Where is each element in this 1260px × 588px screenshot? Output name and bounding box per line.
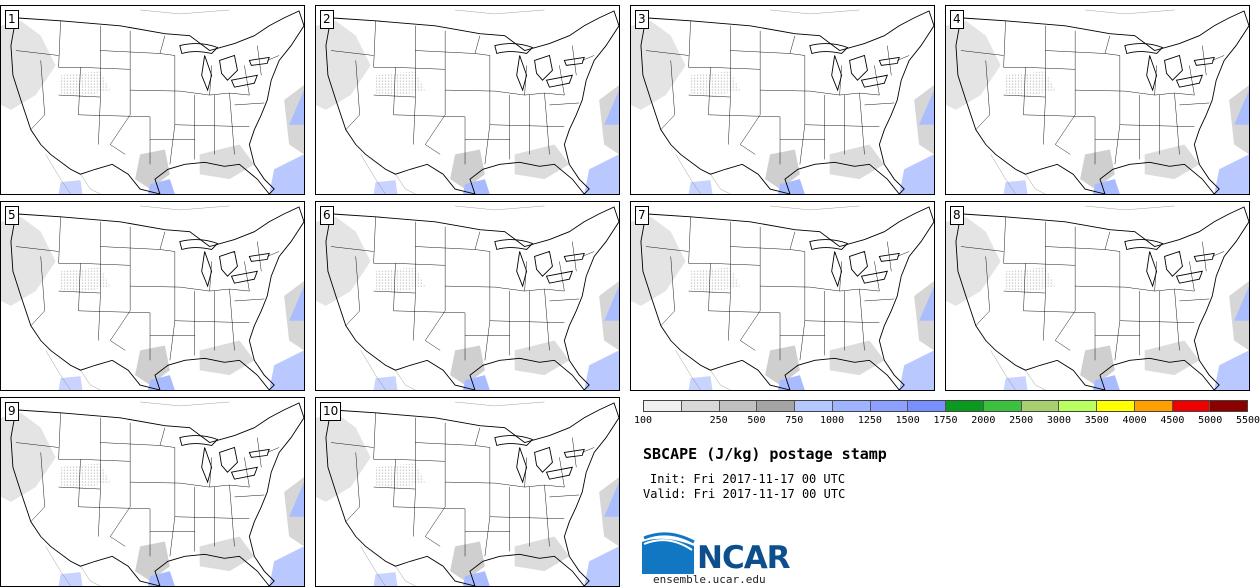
member-label: 3	[635, 10, 649, 29]
us-map	[316, 205, 619, 390]
valid-time: Valid: Fri 2017-11-17 00 UTC	[643, 487, 846, 501]
colorbar-tick-label: 4500	[1160, 415, 1185, 426]
colorbar-swatch	[1059, 401, 1097, 411]
ncar-logo-text: NCAR	[697, 540, 791, 576]
colorbar-tick-label: 1750	[933, 415, 958, 426]
colorbar-tick-label: 3000	[1046, 415, 1071, 426]
colorbar-tick-label: 5500	[1235, 415, 1260, 426]
colorbar-swatch	[832, 401, 871, 411]
us-map	[1, 9, 304, 194]
colorbar-tick-label: 3500	[1084, 415, 1109, 426]
colorbar-tick-label: 250	[709, 415, 728, 426]
member-label: 2	[320, 10, 334, 29]
member-panel: 5	[0, 201, 305, 391]
us-map	[946, 205, 1249, 390]
member-label: 6	[320, 206, 334, 225]
member-panel: 9	[0, 397, 305, 587]
member-panel: 4	[945, 5, 1250, 195]
colorbar-tick-label: 500	[747, 415, 766, 426]
colorbar-tick-label: 5000	[1198, 415, 1223, 426]
member-panel: 7	[630, 201, 935, 391]
us-map	[1, 205, 304, 390]
member-label: 8	[950, 206, 964, 225]
colorbar-swatch	[644, 401, 682, 411]
colorbar-tick-label: 2500	[1009, 415, 1034, 426]
member-panel: 6	[315, 201, 620, 391]
us-map	[1, 401, 304, 586]
colorbar-tick-label: 4000	[1122, 415, 1147, 426]
colorbar-tick-label: 100	[633, 415, 653, 426]
colorbar-swatch	[908, 401, 946, 411]
member-label: 9	[5, 402, 19, 421]
us-map	[631, 9, 934, 194]
colorbar-swatch	[1134, 401, 1173, 411]
colorbar-swatch	[681, 401, 720, 411]
us-map	[631, 205, 934, 390]
colorbar-swatch	[983, 401, 1022, 411]
member-panel: 1	[0, 5, 305, 195]
colorbar-swatch	[719, 401, 758, 411]
us-map	[316, 401, 619, 586]
colorbar-swatch	[946, 401, 984, 411]
init-time: Init: Fri 2017-11-17 00 UTC	[650, 472, 846, 486]
colorbar-swatch	[870, 401, 909, 411]
us-map	[946, 9, 1249, 194]
colorbar	[643, 400, 1248, 412]
us-map	[316, 9, 619, 194]
ncar-logo-icon	[642, 532, 695, 574]
colorbar-tick-label: 750	[785, 415, 804, 426]
member-panel: 10	[315, 397, 620, 587]
member-label: 4	[950, 10, 964, 29]
colorbar-tick-label: 1500	[895, 415, 920, 426]
colorbar-swatch	[795, 401, 833, 411]
member-label: 5	[5, 206, 19, 225]
product-title: SBCAPE (J/kg) postage stamp	[643, 445, 887, 463]
member-label: 1	[5, 10, 19, 29]
colorbar-ticks: 100 250 500 750 1000 1250 1500 1750 2000 2500 3000…	[633, 415, 1260, 429]
time-info: Init: Fri 2017-11-17 00 UTC Valid: Fri 20…	[643, 472, 845, 502]
ensemble-url: ensemble.ucar.edu	[653, 573, 766, 586]
member-panel: 3	[630, 5, 935, 195]
member-label: 10	[320, 402, 342, 421]
colorbar-swatch	[757, 401, 795, 411]
colorbar-tick-label: 2000	[971, 415, 996, 426]
colorbar-swatch	[1097, 401, 1135, 411]
colorbar-swatch	[1210, 401, 1247, 411]
colorbar-swatch	[1172, 401, 1211, 411]
member-panel: 8	[945, 201, 1250, 391]
colorbar-tick-label: 1000	[820, 415, 845, 426]
member-panel: 2	[315, 5, 620, 195]
colorbar-tick-label: 1250	[857, 415, 882, 426]
colorbar-swatch	[1021, 401, 1060, 411]
member-label: 7	[635, 206, 649, 225]
